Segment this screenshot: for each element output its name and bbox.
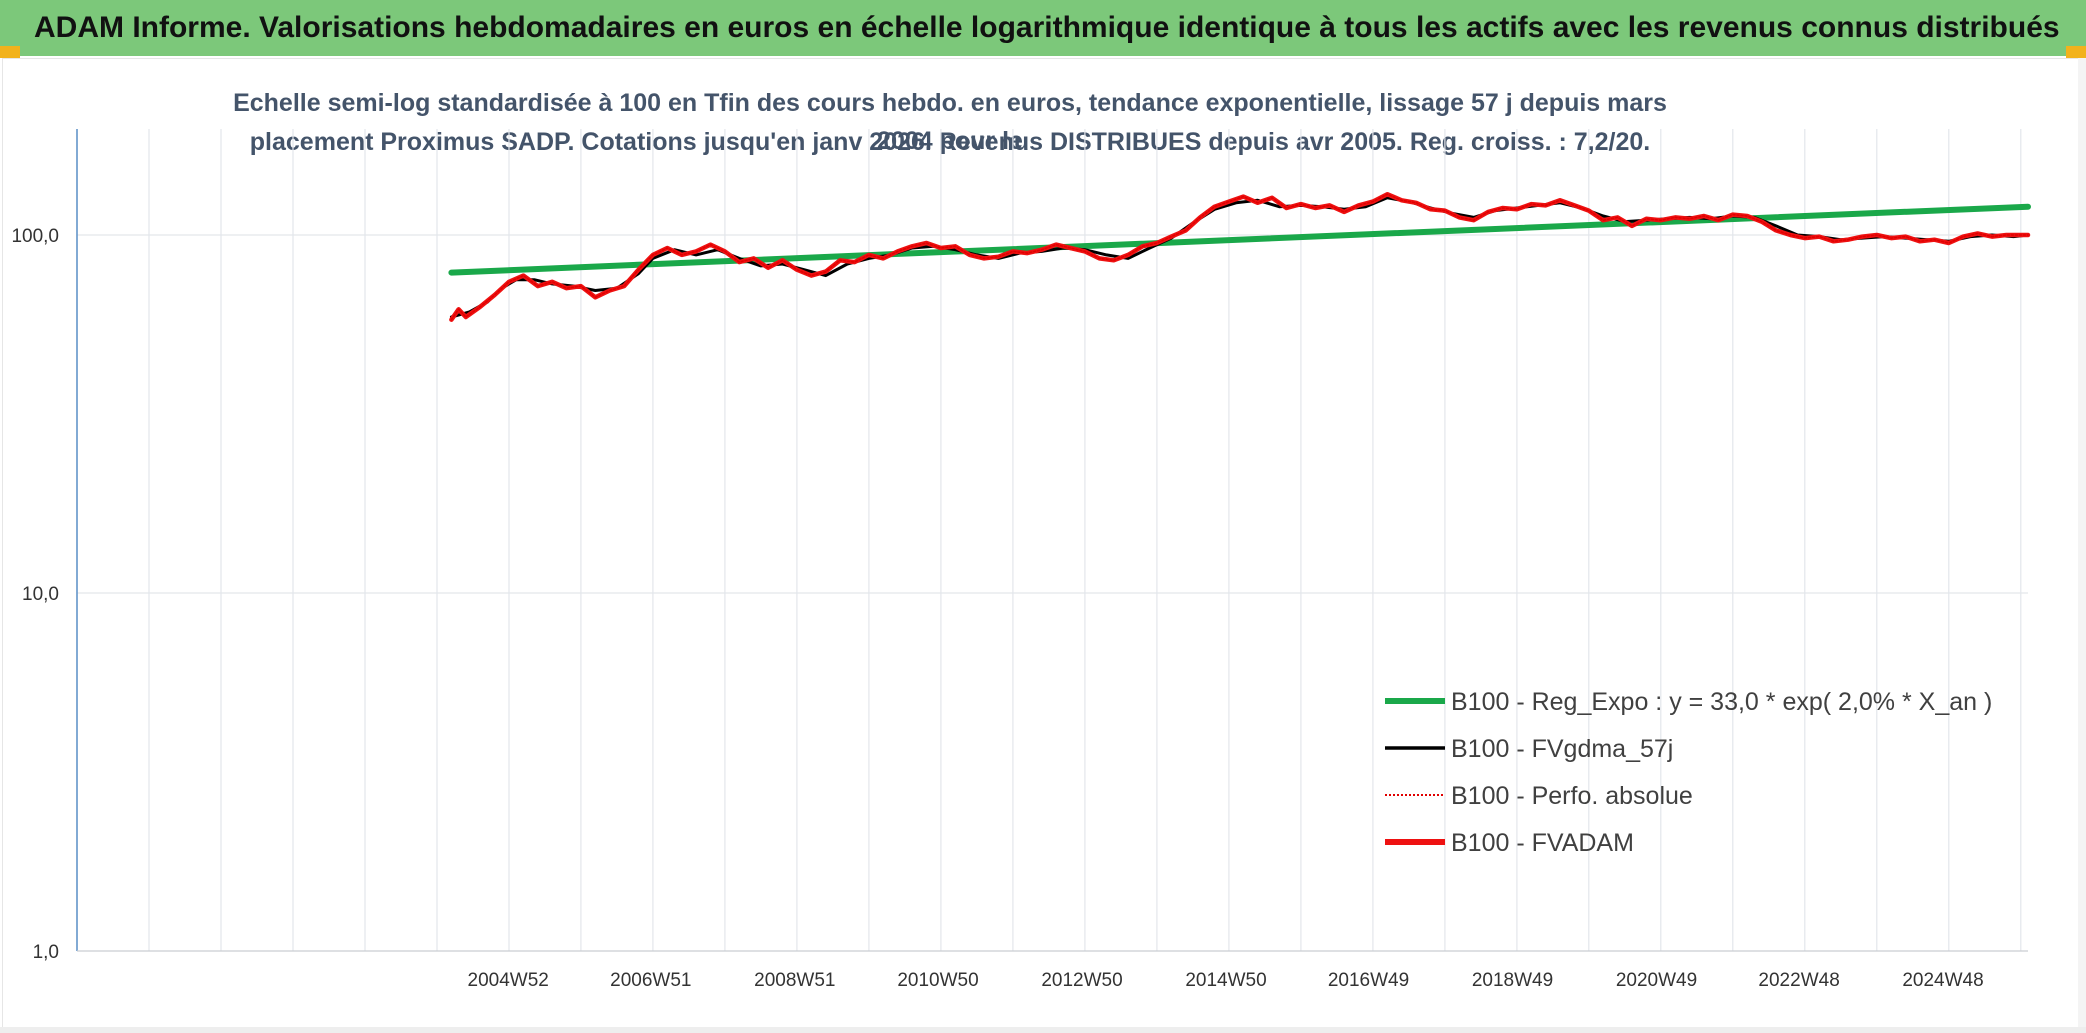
chart-series <box>448 191 2031 322</box>
y-tick-label: 1,0 <box>33 942 59 963</box>
x-tick-label: 2010W50 <box>897 970 978 991</box>
chart-legend: B100 - Reg_Expo : y = 33,0 * exp( 2,0% *… <box>1385 688 1992 857</box>
x-tick-label: 2018W49 <box>1472 970 1553 991</box>
y-tick-label: 10,0 <box>22 584 59 605</box>
banner-corner-accent-right <box>2066 46 2086 58</box>
chart-plot: 1,0 10,0 100,0 2004W52 2006W51 2008W51 2010W50… <box>11 129 2031 991</box>
legend-label: B100 - Reg_Expo : y = 33,0 * exp( 2,0% *… <box>1451 688 1992 716</box>
legend-label: B100 - Perfo. absolue <box>1451 782 1693 810</box>
chart-frame-bottom-band <box>0 1027 2086 1033</box>
x-tick-label: 2012W50 <box>1041 970 1122 991</box>
legend-label: B100 - FVADAM <box>1451 829 1634 857</box>
x-tick-label: 2008W51 <box>754 970 835 991</box>
x-tick-label: 2014W50 <box>1185 970 1266 991</box>
report-banner-title: ADAM Informe. Valorisations hebdomadaire… <box>0 0 2086 56</box>
x-tick-label: 2024W48 <box>1902 970 1983 991</box>
x-tick-label: 2020W49 <box>1616 970 1697 991</box>
x-tick-label: 2022W48 <box>1758 970 1839 991</box>
trend-line-series <box>448 203 2031 276</box>
chart-title-line-2: placement Proximus SADP. Cotations jusqu… <box>249 128 1651 156</box>
chart-frame-right-edge <box>2078 58 2086 1033</box>
chart-title-line-1: Echelle semi-log standardisée à 100 en T… <box>233 89 1667 155</box>
x-tick-label: 2016W49 <box>1328 970 1409 991</box>
perfo-line-series <box>450 193 2029 321</box>
x-tick-label: 2004W52 <box>468 970 549 991</box>
fvadam-line-series <box>449 191 2031 322</box>
x-tick-label: 2006W51 <box>610 970 691 991</box>
banner-corner-accent-left <box>0 46 20 58</box>
y-tick-label: 100,0 <box>11 226 59 247</box>
chart-axes: 1,0 10,0 100,0 2004W52 2006W51 2008W51 2010W50… <box>11 129 2028 991</box>
chart-gridlines <box>76 129 2028 951</box>
legend-label: B100 - FVgdma_57j <box>1451 735 1673 763</box>
